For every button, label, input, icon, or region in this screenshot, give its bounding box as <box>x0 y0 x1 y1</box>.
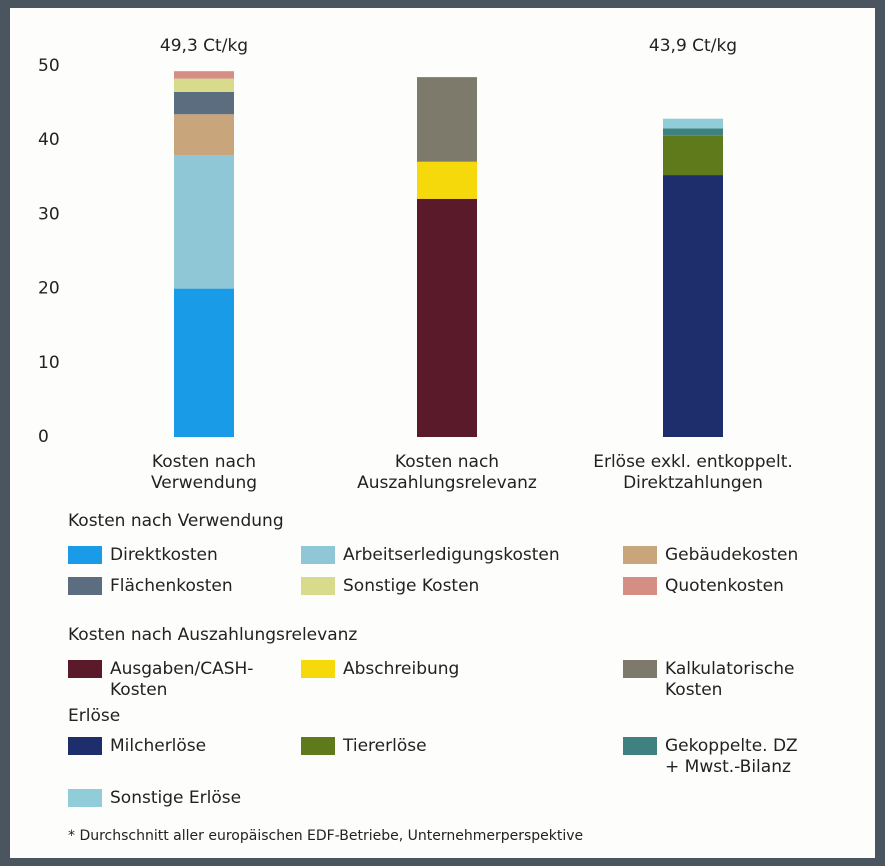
legend-swatch <box>301 737 335 755</box>
y-tick-label: 30 <box>38 204 60 224</box>
legend-swatch <box>301 660 335 678</box>
y-tick-label: 50 <box>38 56 60 76</box>
bar-segment <box>417 161 477 199</box>
legend-item: Sonstige Kosten <box>301 576 623 597</box>
legend-swatch <box>68 660 102 678</box>
legend: Milcherlöse Tiererlöse Gekoppelte. DZ + Mw… <box>68 736 843 809</box>
bar-segment <box>174 155 234 289</box>
bar-segment <box>174 288 234 437</box>
legend-title: Erlöse <box>68 706 121 726</box>
bar-segment <box>417 77 477 162</box>
legend-item: Gebäudekosten <box>623 545 843 566</box>
bar-segment <box>174 91 234 115</box>
x-tick-label: Kosten nach Auszahlungsrelevanz <box>357 452 537 493</box>
y-tick-label: 20 <box>38 279 60 299</box>
legend-label: Arbeitserledigungskosten <box>343 545 560 565</box>
x-tick-label: Kosten nach Verwendung <box>150 452 258 493</box>
legend-label: Sonstige Erlöse <box>110 788 242 808</box>
legend-swatch <box>68 577 102 595</box>
legend-item: Kalkulatorische Kosten <box>623 659 843 701</box>
legend-item: Milcherlöse <box>68 736 301 778</box>
bar-segment <box>174 114 234 156</box>
legend-item: Arbeitserledigungskosten <box>301 545 623 566</box>
legend-item: Flächenkosten <box>68 576 301 597</box>
legend-label: Quotenkosten <box>665 576 784 596</box>
legend: Direktkosten Arbeitserledigungskosten Gebä… <box>68 545 843 597</box>
legend: Ausgaben/CASH-Kosten Abschreibung Kalkulat… <box>68 659 843 701</box>
footnote: * Durchschnitt aller europäischen EDF-Be… <box>68 828 584 844</box>
y-tick-label: 0 <box>38 427 49 447</box>
chart: 0 10 20 30 40 50 49,3 Ct/kg 43,9 Ct/kg <box>38 36 737 447</box>
legend-label: Ausgaben/CASH-Kosten <box>110 659 254 700</box>
x-tick-label: Erlöse exkl. entkoppelt. Direktzahlungen <box>593 452 793 493</box>
legend-label: Gebäudekosten <box>665 545 799 565</box>
legend-title: Kosten nach Auszahlungsrelevanz <box>68 625 358 645</box>
legend-swatch <box>623 660 657 678</box>
bar-segment <box>663 118 723 129</box>
legend-item: Ausgaben/CASH-Kosten <box>68 659 301 701</box>
bar-segment <box>663 135 723 176</box>
bar-segment <box>663 128 723 136</box>
legend-swatch <box>68 546 102 564</box>
legend-label: Gekoppelte. DZ + Mwst.-Bilanz <box>665 736 798 777</box>
y-tick-label: 40 <box>38 130 60 150</box>
bar-segment <box>417 198 477 437</box>
legend-item: Abschreibung <box>301 659 623 701</box>
legend-item: Sonstige Erlöse <box>68 788 301 809</box>
bar-segment <box>174 71 234 79</box>
legend-swatch <box>623 546 657 564</box>
legend-swatch <box>623 577 657 595</box>
legend-item: Quotenkosten <box>623 576 843 597</box>
legend-label: Direktkosten <box>110 545 218 565</box>
bar-segment <box>663 175 723 437</box>
legend-swatch <box>623 737 657 755</box>
bar-segment <box>174 78 234 92</box>
legend-label: Milcherlöse <box>110 736 207 756</box>
legend-swatch <box>68 789 102 807</box>
chart-panel: 0 10 20 30 40 50 49,3 Ct/kg 43,9 Ct/kg * Durchs… <box>10 8 875 858</box>
legend-item: Gekoppelte. DZ + Mwst.-Bilanz <box>623 736 843 778</box>
legend-label: Kalkulatorische Kosten <box>665 659 795 700</box>
legend-item: Direktkosten <box>68 545 301 566</box>
legend-title: Kosten nach Verwendung <box>68 511 284 531</box>
legend-label: Tiererlöse <box>343 736 427 756</box>
legend-item: Tiererlöse <box>301 736 623 778</box>
legend-swatch <box>68 737 102 755</box>
legend-swatch <box>301 546 335 564</box>
total-label: 49,3 Ct/kg <box>160 36 248 56</box>
legend-label: Abschreibung <box>343 659 460 679</box>
total-label: 43,9 Ct/kg <box>649 36 737 56</box>
legend-swatch <box>301 577 335 595</box>
legend-label: Sonstige Kosten <box>343 576 480 596</box>
legend-label: Flächenkosten <box>110 576 233 596</box>
y-tick-label: 10 <box>38 353 60 373</box>
